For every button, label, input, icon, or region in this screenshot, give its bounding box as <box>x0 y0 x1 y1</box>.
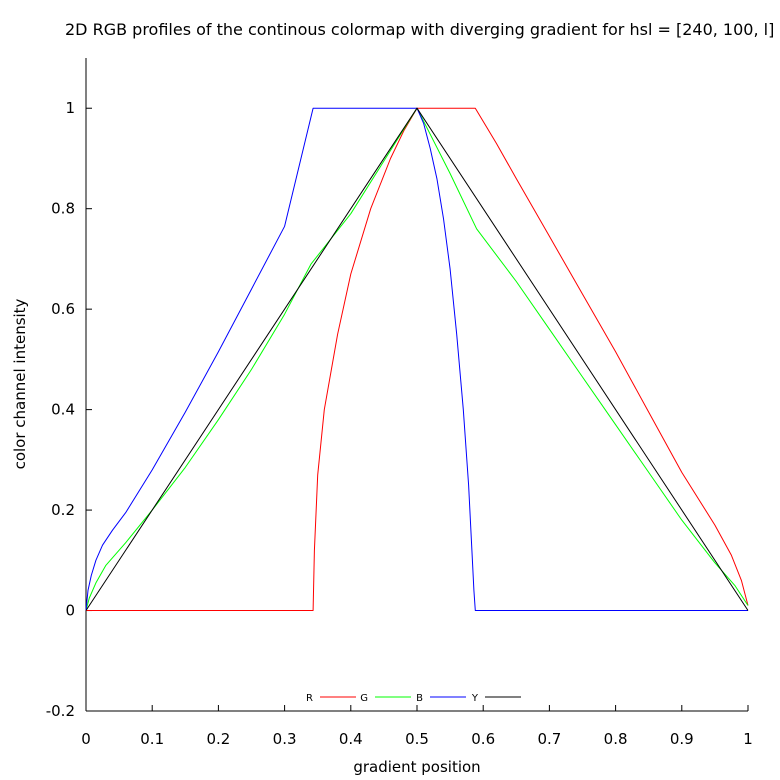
axes <box>85 58 748 712</box>
x-tick-label: 0.4 <box>339 730 363 748</box>
legend-label: G <box>360 693 368 704</box>
y-tick-label: 0.8 <box>51 200 75 218</box>
y-tick-label: 0.6 <box>51 300 75 318</box>
series-line-g <box>85 107 749 611</box>
x-tick-label: 0.3 <box>273 730 297 748</box>
y-tick-label: 0 <box>65 602 75 620</box>
x-tick-label: 1 <box>743 730 753 748</box>
x-tick-label: 0.2 <box>206 730 230 748</box>
x-tick-label: 0.1 <box>140 730 164 748</box>
series-lines <box>85 107 749 611</box>
x-tick-label: 0.6 <box>471 730 495 748</box>
ticks: 0 0.1 0.2 0.3 0.4 0.5 0.6 0.7 0.8 0.9 1 -0.2 0 0.2 0.4… <box>46 99 753 748</box>
x-tick-label: 0.7 <box>537 730 561 748</box>
x-tick-label: 0 <box>81 730 91 748</box>
legend-label: Y <box>471 693 479 704</box>
series-line-r <box>86 107 749 611</box>
y-axis-label: color channel intensity <box>11 298 29 469</box>
y-tick-label: 0.4 <box>51 401 75 419</box>
legend-label: R <box>306 693 313 704</box>
x-axis-label: gradient position <box>353 758 480 776</box>
y-tick-label: 1 <box>65 99 75 117</box>
y-tick-label: -0.2 <box>46 702 75 720</box>
legend-label: B <box>416 693 423 704</box>
x-tick-label: 0.5 <box>405 730 429 748</box>
y-tick-label: 0.2 <box>51 501 75 519</box>
series-line-b <box>85 107 748 611</box>
series-line-y <box>85 107 749 611</box>
x-tick-label: 0.9 <box>670 730 694 748</box>
chart-title: 2D RGB profiles of the continous colorma… <box>65 20 774 39</box>
x-tick-label: 0.8 <box>604 730 628 748</box>
